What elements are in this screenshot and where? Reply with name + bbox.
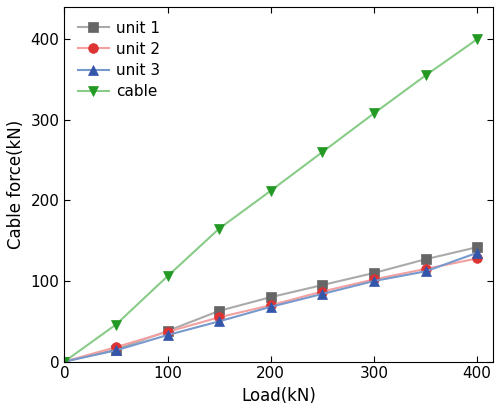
unit 2: [371, 277, 377, 282]
Line: unit 3: unit 3: [60, 248, 482, 367]
unit 2: [422, 267, 428, 272]
unit 2: [474, 256, 480, 261]
unit 2: [216, 315, 222, 320]
unit 3: [216, 319, 222, 324]
unit 1: [216, 308, 222, 313]
cable: [113, 322, 119, 327]
cable: [320, 150, 326, 154]
unit 1: [422, 257, 428, 262]
unit 3: [62, 359, 68, 364]
cable: [164, 274, 170, 279]
Line: cable: cable: [60, 34, 482, 367]
unit 1: [474, 245, 480, 250]
unit 3: [422, 269, 428, 274]
Legend: unit 1, unit 2, unit 3, cable: unit 1, unit 2, unit 3, cable: [72, 14, 166, 105]
unit 2: [164, 329, 170, 334]
unit 2: [62, 359, 68, 364]
unit 3: [164, 332, 170, 337]
Y-axis label: Cable force(kN): Cable force(kN): [7, 119, 25, 249]
unit 1: [62, 359, 68, 364]
unit 1: [164, 328, 170, 333]
Line: unit 1: unit 1: [60, 242, 482, 367]
unit 1: [268, 295, 274, 300]
cable: [474, 37, 480, 42]
Line: unit 2: unit 2: [60, 254, 482, 367]
cable: [216, 226, 222, 231]
unit 3: [371, 279, 377, 283]
X-axis label: Load(kN): Load(kN): [241, 387, 316, 405]
unit 1: [320, 283, 326, 288]
unit 2: [320, 289, 326, 294]
cable: [268, 188, 274, 193]
unit 3: [320, 291, 326, 296]
unit 3: [474, 250, 480, 255]
unit 1: [371, 271, 377, 276]
cable: [371, 111, 377, 116]
unit 3: [113, 348, 119, 353]
unit 2: [113, 345, 119, 350]
cable: [62, 359, 68, 364]
unit 1: [113, 347, 119, 352]
cable: [422, 73, 428, 78]
unit 2: [268, 303, 274, 308]
unit 3: [268, 304, 274, 309]
